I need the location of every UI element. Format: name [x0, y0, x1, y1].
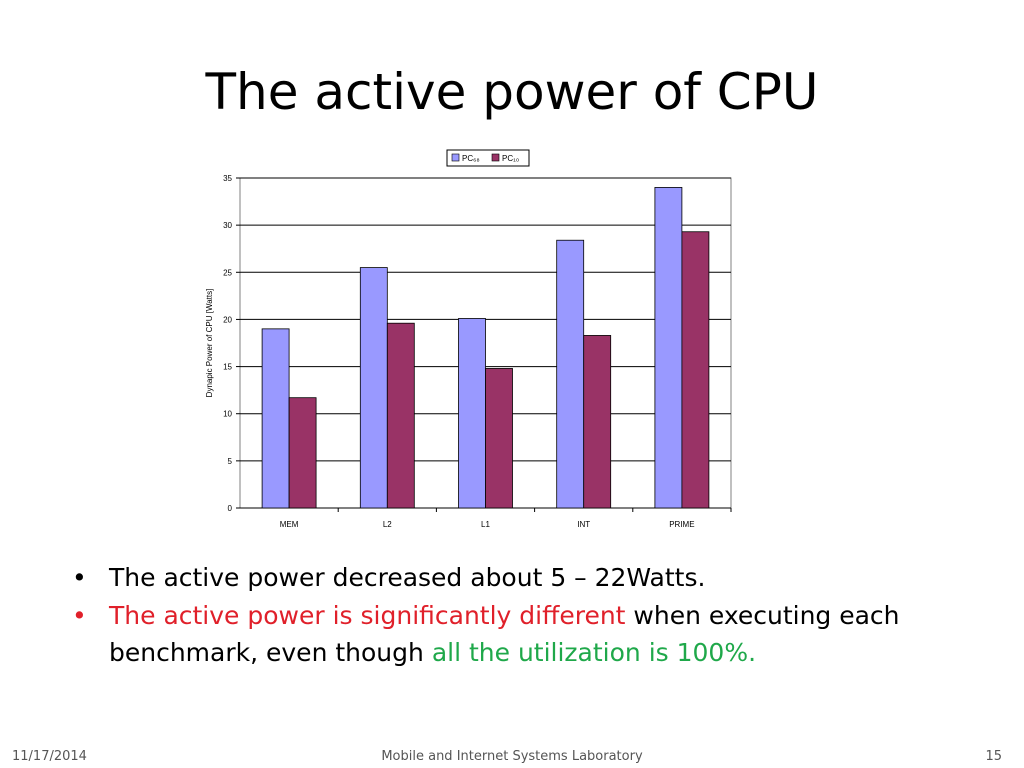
bar-int-series-2: [583, 335, 612, 509]
x-tick-label: INT: [577, 520, 590, 529]
y-tick-label: 5: [228, 457, 233, 466]
bar-prime-series-1: [654, 187, 683, 509]
x-tick-label: L1: [481, 520, 490, 529]
y-tick-label: 20: [223, 315, 232, 324]
bullet-item-1: • The active power decreased about 5 – 2…: [72, 560, 992, 596]
footer-date: 11/17/2014: [12, 749, 87, 764]
bar-chart: 0 5 10 15 20 25 30 35 MEM L2 L1 INT PRIME Dynapic Pow…: [205, 149, 732, 529]
bullet-marker: •: [72, 601, 87, 631]
footer-lab-name: Mobile and Internet Systems Laboratory: [381, 749, 643, 764]
bar-l2-series-1: [359, 267, 388, 509]
x-tick-label: PRIME: [669, 520, 694, 529]
bar-int-series-1: [556, 239, 585, 509]
bullet-text-red: The active power is significantly differ…: [109, 601, 626, 631]
bar-mem-series-2: [288, 397, 317, 509]
bullet-text-green: all the utilization is 100%.: [431, 637, 757, 667]
y-tick-label: 15: [223, 363, 232, 372]
slide-title: The active power of CPU: [205, 63, 819, 121]
bullet-marker: •: [72, 563, 87, 592]
bullet-text-plain: when executing each benchmark, even thou…: [109, 601, 900, 667]
y-tick-label: 30: [223, 221, 232, 230]
bullet-list: • The active power decreased about 5 – 2…: [72, 560, 992, 673]
y-tick-label: 0: [228, 504, 233, 513]
x-tick-label: L2: [383, 520, 392, 529]
legend-box: [446, 149, 530, 167]
bar-mem-series-1: [261, 328, 290, 509]
bullet-item-2: • The active power is significantly diff…: [72, 598, 992, 671]
x-tick-label: MEM: [280, 520, 299, 529]
bar-prime-series-2: [681, 231, 710, 509]
bullet-text: The active power decreased about 5 – 22W…: [109, 563, 706, 592]
y-tick-label: 10: [223, 410, 232, 419]
legend-swatch-2: [491, 153, 500, 162]
bar-l1-series-1: [458, 318, 486, 509]
y-axis-label: Dynapic Power of CPU [Watts]: [205, 289, 214, 398]
y-tick-label: 25: [223, 268, 232, 277]
legend-label-1: PC₆₈: [462, 154, 480, 163]
bar-l2-series-2: [386, 322, 415, 509]
bar-l1-series-2: [485, 368, 513, 509]
footer-page-number: 15: [985, 749, 1002, 764]
legend-swatch-1: [451, 153, 460, 162]
y-tick-label: 35: [223, 174, 232, 183]
legend-label-2: PC₁₀: [502, 154, 519, 163]
